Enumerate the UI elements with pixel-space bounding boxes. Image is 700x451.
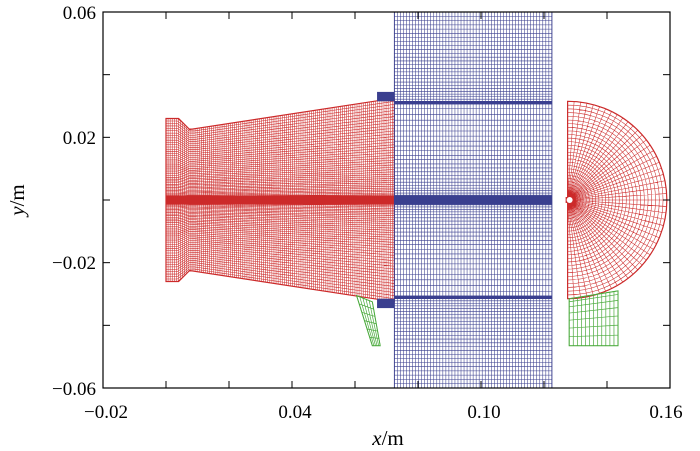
hemisphere-hole [566,197,573,203]
wall-block-mesh [377,12,553,388]
y-axis-label: y/m [5,184,29,218]
wall-block-dense-band [394,195,552,205]
x-tick-label: 0.16 [649,402,682,423]
axis-ticks [102,11,671,389]
x-axis-label: x/m [371,426,404,450]
y-tick-label: −0.06 [52,379,96,400]
mesh-layer [165,12,668,388]
x-tick-label: 0.04 [278,402,312,423]
green-block-outline [568,290,619,347]
y-tick-label: −0.02 [52,253,96,274]
green-block-grid-lines [568,290,619,347]
green-strut-grid-lines [356,295,381,347]
hemisphere-grid-lines [567,101,668,299]
green-block-right [568,290,619,347]
wall-step-block [377,298,395,309]
x-tick-label: 0.10 [467,402,500,423]
wall-block-dense-band [394,101,552,105]
green-strut-outline [355,294,381,347]
hemisphere-mesh [565,100,668,300]
green-strut-left [355,294,381,347]
y-tick-label: 0.06 [63,3,96,24]
hemisphere-outline [567,100,668,300]
x-tick-label: −0.02 [84,402,128,423]
nozzle-mesh [165,97,395,303]
wall-block-dense-band [394,295,552,299]
wall-step-block [377,91,395,102]
y-tick-label: 0.02 [63,128,96,149]
nozzle-centerline-band [166,195,395,205]
